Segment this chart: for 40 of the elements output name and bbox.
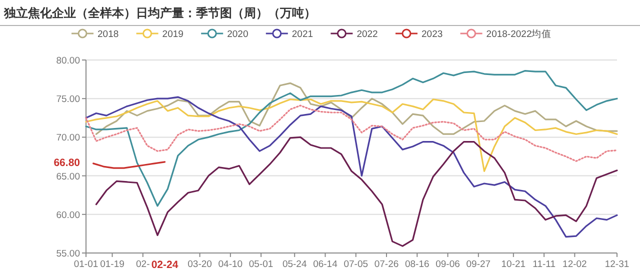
legend-label: 2018-2022均值 <box>486 28 552 40</box>
y-tick-label: 75.00 <box>56 94 80 106</box>
x-tick-label: 05-01 <box>248 259 274 270</box>
x-tick-label: 07-05 <box>344 259 368 270</box>
legend-label: 2018 <box>98 29 119 40</box>
text: 66.80 <box>54 156 80 169</box>
y-tick-label: 60.00 <box>56 210 80 221</box>
x-tick-label: 12-31 <box>604 259 630 270</box>
x-tick-label: 09-06 <box>436 259 460 270</box>
line-series <box>92 161 166 169</box>
x-tick-label: 04-10 <box>218 259 243 270</box>
line-series <box>85 96 618 238</box>
x-tick-label: 01-01 <box>74 259 98 270</box>
legend-label: 2022 <box>356 29 378 40</box>
x-tick-label: 01-19 <box>100 259 124 270</box>
legend-label: 2023 <box>422 29 443 40</box>
x-tick-label: 06-14 <box>313 259 338 270</box>
x-tick-label: 02- <box>136 259 150 270</box>
chart-title: 独立焦化企业（全样本）日均产量：季节图（周）（万吨） <box>3 6 316 20</box>
x-tick-label: 03-20 <box>188 259 212 270</box>
text: 02-24 <box>151 259 178 271</box>
y-tick-label: 65.00 <box>56 171 80 182</box>
x-tick-label: 07-26 <box>374 259 399 270</box>
legend-label: 2021 <box>292 29 314 40</box>
x-tick-label: 09-27 <box>466 259 491 270</box>
line-series <box>95 82 618 135</box>
y-tick-label: 70.00 <box>56 132 80 144</box>
line-series <box>85 104 618 162</box>
x-tick-label: 05-24 <box>282 259 307 270</box>
x-tick-label: 11-11 <box>532 259 556 270</box>
x-tick-label: 10-21 <box>501 259 526 270</box>
line-series <box>85 70 618 207</box>
line-series <box>85 98 618 172</box>
line-series <box>95 136 618 247</box>
x-tick-label: 08-16 <box>404 259 430 270</box>
y-tick-label: 55.00 <box>56 248 80 260</box>
x-tick-label: 12-02 <box>562 259 587 270</box>
legend-label: 2020 <box>227 29 248 40</box>
legend-label: 2019 <box>162 29 184 40</box>
y-tick-label: 80.00 <box>56 56 80 66</box>
